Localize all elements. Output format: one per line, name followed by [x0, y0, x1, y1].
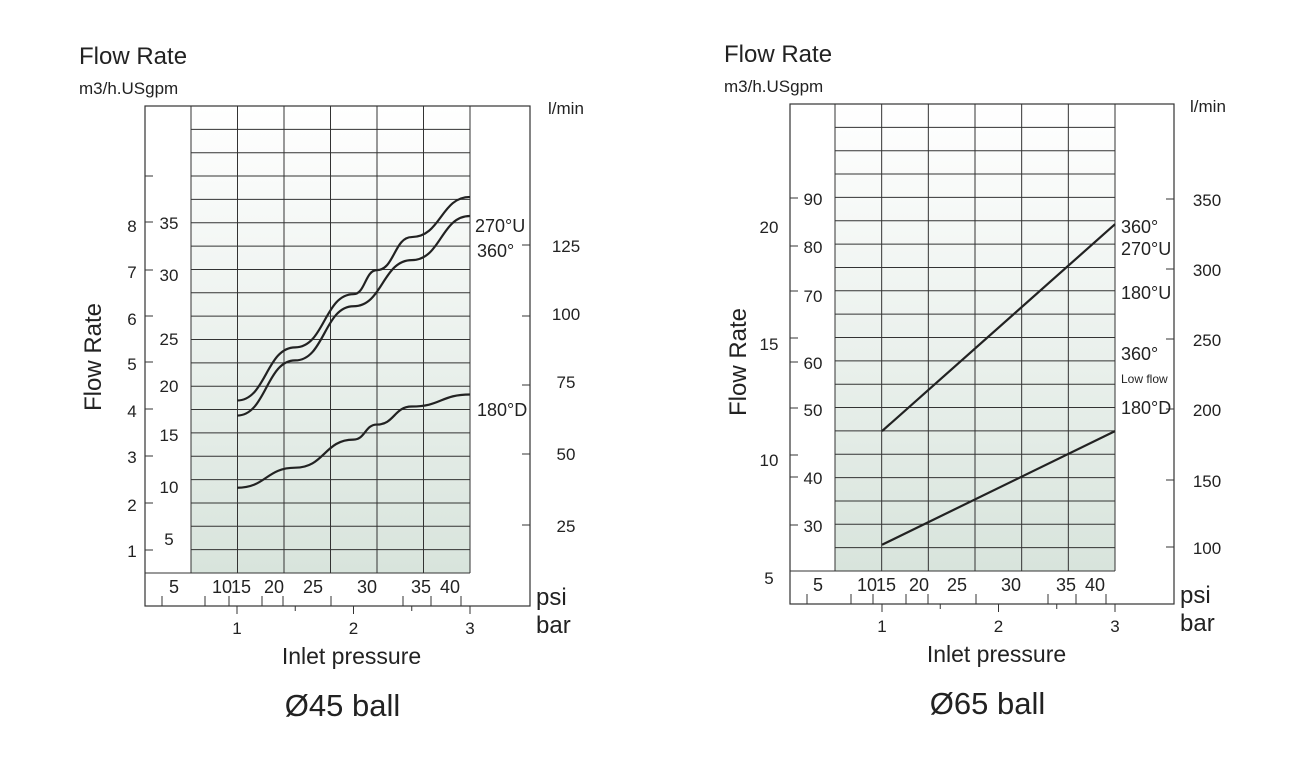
m3h-tick-label: 10 [760, 451, 779, 470]
m3h-tick-label: 20 [760, 218, 779, 237]
bar-tick-label: 3 [1110, 617, 1119, 636]
series-label: 360° [477, 241, 514, 261]
psi-tick-label: 40 [440, 577, 460, 597]
right-axis-unit: l/min [548, 99, 584, 118]
usgpm-tick-label: 35 [160, 214, 179, 233]
usgpm-tick-label: 80 [804, 238, 823, 257]
usgpm-tick-label: 90 [804, 190, 823, 209]
lmin-tick-label: 300 [1193, 261, 1221, 280]
series-label: Low flow [1121, 372, 1168, 386]
series-label: 270°U [475, 216, 525, 236]
usgpm-tick-label: 5 [164, 530, 173, 549]
series-label: 180°D [1121, 398, 1171, 418]
lmin-tick-label: 50 [557, 445, 576, 464]
m3h-tick-label: 5 [764, 569, 773, 588]
psi-tick-label: 35 [411, 577, 431, 597]
y-axis-title: Flow Rate [725, 308, 752, 416]
series-label: 360° [1121, 217, 1158, 237]
series-line [881, 430, 1116, 546]
psi-tick-label: 35 [1056, 575, 1076, 595]
psi-tick-label: 20 [909, 575, 929, 595]
m3h-tick-label: 2 [127, 496, 136, 515]
heading-unit: m3/h.USgpm [724, 77, 823, 96]
bar-unit-label: bar [536, 612, 571, 639]
series-label: 270°U [1121, 239, 1171, 259]
m3h-tick-label: 8 [127, 217, 136, 236]
usgpm-tick-label: 70 [804, 287, 823, 306]
chart-caption: Ø45 ball [285, 688, 400, 723]
psi-tick-label: 40 [1085, 575, 1105, 595]
x-axis-title: Inlet pressure [282, 643, 421, 669]
m3h-tick-label: 1 [127, 542, 136, 561]
m3h-tick-label: 7 [127, 263, 136, 282]
lmin-tick-label: 150 [1193, 472, 1221, 491]
usgpm-tick-label: 30 [804, 517, 823, 536]
m3h-tick-label: 15 [760, 335, 779, 354]
chart-caption: Ø65 ball [930, 686, 1045, 721]
series-label: 180°D [477, 400, 527, 420]
chart-heading: Flow Rate [724, 41, 832, 68]
series-line [236, 214, 471, 417]
lmin-tick-label: 100 [1193, 539, 1221, 558]
bar-tick-label: 2 [349, 619, 358, 638]
psi-tick-label: 30 [357, 577, 377, 597]
x-axis-title: Inlet pressure [927, 641, 1066, 667]
psi-tick-label: 20 [264, 577, 284, 597]
chart-frame [789, 103, 1175, 605]
psi-tick-label: 30 [1001, 575, 1021, 595]
heading-unit: m3/h.USgpm [79, 79, 178, 98]
series-line [236, 393, 471, 489]
lmin-tick-label: 200 [1193, 401, 1221, 420]
lmin-tick-label: 75 [557, 373, 576, 392]
psi-unit-label: psi [536, 584, 567, 611]
psi-tick-label: 5 [169, 577, 179, 597]
psi-tick-label: 15 [876, 575, 896, 595]
psi-tick-label: 15 [231, 577, 251, 597]
lmin-tick-label: 250 [1193, 331, 1221, 350]
lmin-tick-label: 350 [1193, 191, 1221, 210]
usgpm-tick-label: 50 [804, 401, 823, 420]
psi-tick-label: 10 [857, 575, 877, 595]
m3h-tick-label: 4 [127, 402, 136, 421]
right-axis-unit: l/min [1190, 97, 1226, 116]
lmin-tick-label: 125 [552, 237, 580, 256]
usgpm-tick-label: 30 [160, 266, 179, 285]
bar-tick-label: 2 [994, 617, 1003, 636]
bar-tick-label: 1 [877, 617, 886, 636]
chart-heading: Flow Rate [79, 43, 187, 70]
usgpm-tick-label: 10 [160, 478, 179, 497]
m3h-tick-label: 6 [127, 310, 136, 329]
series-label: 180°U [1121, 283, 1171, 303]
chart-frame [144, 105, 531, 607]
psi-tick-label: 5 [813, 575, 823, 595]
series-line [236, 195, 471, 402]
series-label: 360° [1121, 344, 1158, 364]
psi-tick-label: 25 [947, 575, 967, 595]
psi-unit-label: psi [1180, 582, 1211, 609]
bar-tick-label: 3 [465, 619, 474, 638]
psi-tick-label: 10 [212, 577, 232, 597]
series-line [881, 223, 1116, 432]
lmin-tick-label: 100 [552, 305, 580, 324]
usgpm-tick-label: 15 [160, 426, 179, 445]
usgpm-tick-label: 20 [160, 377, 179, 396]
bar-tick-label: 1 [232, 619, 241, 638]
usgpm-tick-label: 60 [804, 354, 823, 373]
y-axis-title: Flow Rate [80, 303, 107, 411]
psi-tick-label: 25 [303, 577, 323, 597]
usgpm-tick-label: 25 [160, 330, 179, 349]
m3h-tick-label: 3 [127, 448, 136, 467]
usgpm-tick-label: 40 [804, 469, 823, 488]
bar-unit-label: bar [1180, 610, 1215, 637]
lmin-tick-label: 25 [557, 517, 576, 536]
m3h-tick-label: 5 [127, 355, 136, 374]
